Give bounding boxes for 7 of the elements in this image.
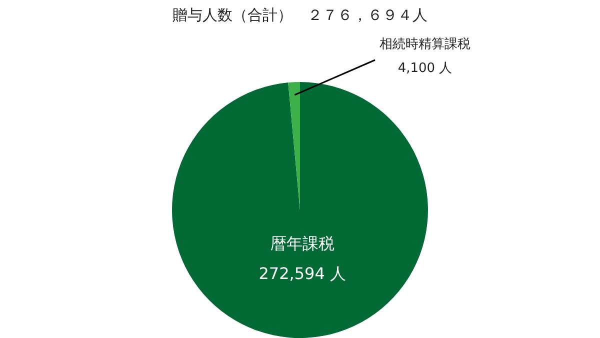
chart-title: 贈与人数（合計） ２７６，６９４人 <box>172 6 428 25</box>
data-label: 4,100 人 <box>398 61 452 76</box>
slice-label: 相続時精算課税 <box>380 37 470 52</box>
pie-slice <box>172 82 428 338</box>
slice-label: 暦年課税 <box>270 234 334 254</box>
pie-slice <box>288 82 300 210</box>
data-label: 272,594 人 <box>258 264 346 284</box>
